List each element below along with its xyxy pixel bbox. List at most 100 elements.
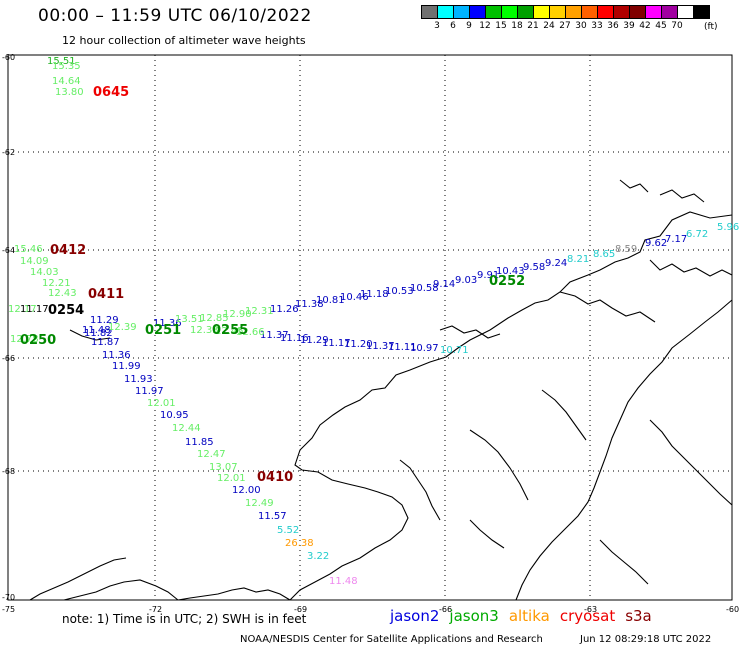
legend-label: 15 xyxy=(495,21,507,31)
wave-height-value: 9.62 xyxy=(645,238,667,249)
legend-label: 3 xyxy=(434,21,440,31)
satellite-legend: jason2 jason3 altika cryosat s3a xyxy=(390,607,652,625)
wave-height-value: 12.85 xyxy=(200,313,229,324)
wave-height-value: 10.81 xyxy=(316,295,345,306)
longitude-label: -63 xyxy=(584,605,597,614)
wave-height-value: 13.51 xyxy=(175,314,204,325)
wave-height-value: 15.51 xyxy=(47,56,76,67)
wave-height-value: 14.64 xyxy=(52,76,81,87)
wave-height-value: 12.01 xyxy=(147,398,176,409)
wave-height-value: 6.72 xyxy=(686,229,708,240)
wave-height-value: 12.39 xyxy=(108,322,137,333)
wave-height-value: 5.52 xyxy=(277,525,299,536)
wave-height-value: 12.45 xyxy=(215,326,244,337)
wave-height-value: 11.97 xyxy=(135,386,164,397)
legend-label: 45 xyxy=(655,21,667,31)
map-title: 00:00 – 11:59 UTC 06/10/2022 xyxy=(38,6,312,26)
wave-height-value: 9.91 xyxy=(477,270,499,281)
wave-height-value: 10.95 xyxy=(160,410,189,421)
legend-labels: 3 6 9 12 15 18 21 24 27 30 33 36 39 42 45 70 xyxy=(421,21,709,31)
wave-height-value: 11.48 xyxy=(82,325,111,336)
wave-height-value: 9.14 xyxy=(433,279,455,290)
latitude-label: -62 xyxy=(2,148,15,157)
longitude-label: -72 xyxy=(149,605,162,614)
longitude-labels: -75 -72 -69 -66 -63 -60 xyxy=(2,605,739,614)
wave-height-value: 11.16 xyxy=(280,333,309,344)
wave-height-value: 11.99 xyxy=(112,361,141,372)
legend-swatch xyxy=(693,5,710,19)
wave-height-value: 8.65 xyxy=(593,249,615,260)
pass-time-label: 0250 xyxy=(20,333,56,348)
pass-time-label: 0252 xyxy=(489,274,525,289)
latitude-label: -64 xyxy=(2,246,15,255)
graticule xyxy=(8,55,732,600)
legend-label: 36 xyxy=(607,21,619,31)
coastline xyxy=(29,179,733,601)
wave-height-value: 13.80 xyxy=(55,87,84,98)
wave-height-value: 11.17 xyxy=(20,304,49,315)
legend-label: 33 xyxy=(591,21,603,31)
pass-time-label: 0251 xyxy=(145,323,181,338)
wave-height-value: 11.20 xyxy=(344,339,373,350)
legend-label: 70 xyxy=(671,21,683,31)
wave-height-value: 12.47 xyxy=(197,449,226,460)
latitude-label: -66 xyxy=(2,354,15,363)
satellite-name: altika xyxy=(508,607,550,625)
wave-height-value: 9.58 xyxy=(523,262,545,273)
wave-height-value: 12.43 xyxy=(48,288,77,299)
wave-height-value: 15.35 xyxy=(52,61,81,72)
wave-height-value: 12.78 xyxy=(10,334,39,345)
wave-height-value: 11.48 xyxy=(329,576,358,587)
legend-label: 30 xyxy=(575,21,587,31)
color-legend: 3 6 9 12 15 18 21 24 27 30 33 36 39 42 45 70 xyxy=(421,5,710,31)
wave-height-value: 11.82 xyxy=(84,328,113,339)
wave-height-value: 11.38 xyxy=(295,299,324,310)
wave-height-value: 11.36 xyxy=(102,350,131,361)
legend-label: 27 xyxy=(559,21,571,31)
wave-height-value: 10.97 xyxy=(410,343,439,354)
wave-height-value: 13.07 xyxy=(209,462,238,473)
legend-label: 24 xyxy=(543,21,555,31)
wave-height-value: 10.46 xyxy=(340,292,369,303)
legend-label: 39 xyxy=(623,21,635,31)
wave-height-value: 14.03 xyxy=(30,267,59,278)
wave-height-value: 9.03 xyxy=(455,275,477,286)
legend-unit: (ft) xyxy=(704,22,718,32)
pass-time-label: 0255 xyxy=(212,323,248,338)
wave-height-value: 12.31 xyxy=(245,306,274,317)
wave-height-value: 10.53 xyxy=(385,286,414,297)
footer-note: note: 1) Time is in UTC; 2) SWH is in fe… xyxy=(62,612,307,626)
footer-credit: NOAA/NESDIS Center for Satellite Applica… xyxy=(240,634,543,645)
legend-label: 9 xyxy=(466,21,472,31)
wave-height-value: 11.29 xyxy=(90,315,119,326)
pass-time-label: 0412 xyxy=(50,243,86,258)
pass-time-label: 0411 xyxy=(88,287,124,302)
longitude-label: -66 xyxy=(439,605,452,614)
satellite-name: cryosat xyxy=(559,607,616,625)
wave-height-value: 12.66 xyxy=(236,327,265,338)
wave-height-value: 10.58 xyxy=(410,283,439,294)
wave-height-value: 12.17 xyxy=(8,304,37,315)
wave-height-value: 11.87 xyxy=(91,337,120,348)
wave-height-value: 11.26 xyxy=(270,304,299,315)
latitude-labels: -60 -62 -64 -66 -68 -70 xyxy=(2,53,15,602)
legend-label: 12 xyxy=(479,21,491,31)
wave-height-value: 3.22 xyxy=(307,551,329,562)
wave-height-value: 11.17 xyxy=(322,338,351,349)
wave-height-value: 11.93 xyxy=(124,374,153,385)
latitude-label: -60 xyxy=(2,53,15,62)
latitude-label: -68 xyxy=(2,467,15,476)
latitude-label: -70 xyxy=(2,593,15,602)
satellite-name: jason3 xyxy=(449,607,499,625)
pass-time-labels: 0645 0412 0411 0254 0250 0251 0255 0252 0410 xyxy=(20,85,525,485)
wave-height-value: 26.38 xyxy=(285,538,314,549)
wave-height-value: 11.57 xyxy=(258,511,287,522)
wave-height-value: 11.85 xyxy=(185,437,214,448)
wave-height-value: 11.11 xyxy=(388,342,417,353)
wave-height-value: 11.37 xyxy=(260,330,289,341)
wave-height-value: 11.18 xyxy=(360,289,389,300)
wave-height-value: 8.59 xyxy=(615,244,637,255)
longitude-label: -60 xyxy=(726,605,739,614)
